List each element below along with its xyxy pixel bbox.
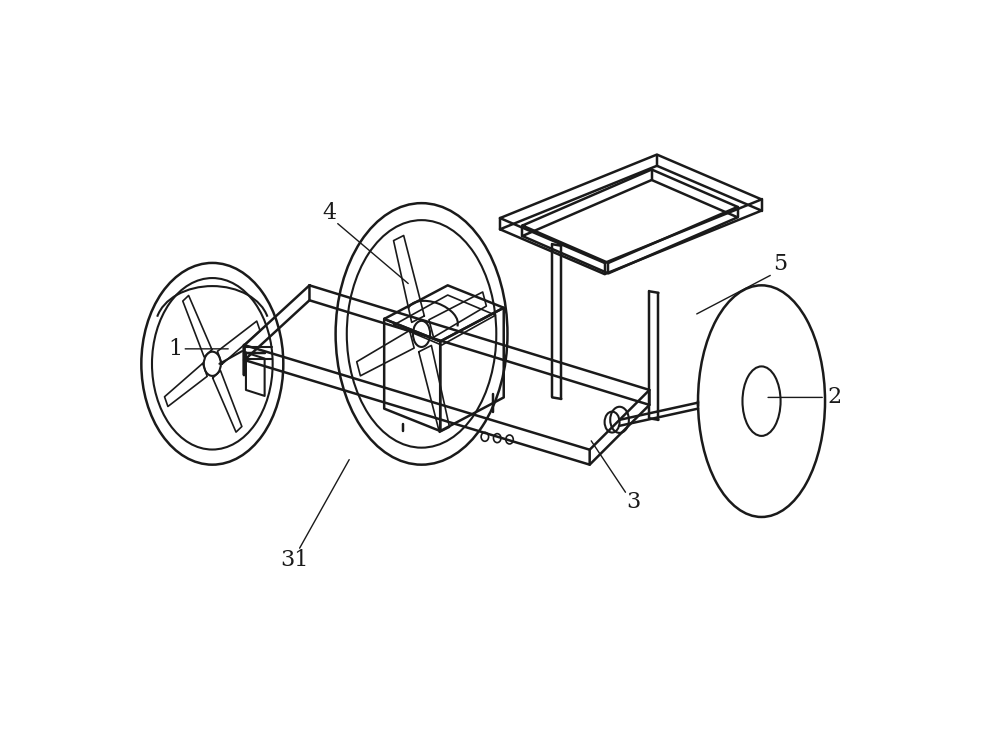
Text: 1: 1 xyxy=(168,338,182,360)
Text: 31: 31 xyxy=(280,548,309,571)
Text: 4: 4 xyxy=(323,202,337,223)
Text: 5: 5 xyxy=(773,254,787,275)
Text: 3: 3 xyxy=(626,491,640,513)
Text: 2: 2 xyxy=(828,386,842,409)
